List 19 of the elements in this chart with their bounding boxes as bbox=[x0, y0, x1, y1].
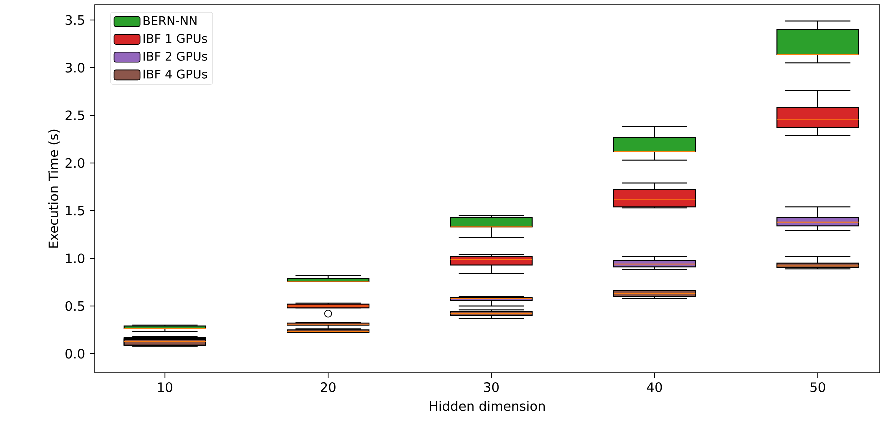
y-tick-label: 3.0 bbox=[66, 63, 85, 73]
y-tick-label: 0.0 bbox=[66, 349, 85, 359]
x-tick-label: 20 bbox=[321, 382, 336, 392]
y-tick-label: 3.5 bbox=[66, 15, 84, 26]
x-tick-label: 50 bbox=[810, 382, 826, 392]
legend-label: IBF 2 GPUs bbox=[144, 52, 208, 62]
y-tick-label: 0.5 bbox=[66, 301, 84, 312]
legend-label: BERN-NN bbox=[144, 16, 197, 26]
legend-label: IBF 1 GPUs bbox=[144, 34, 208, 44]
legend-label: IBF 4 GPUs bbox=[144, 70, 208, 79]
y-tick-label: 1.0 bbox=[66, 254, 85, 264]
y-tick-label: 2.0 bbox=[66, 158, 85, 168]
x-axis-title: Hidden dimension bbox=[430, 401, 545, 412]
y-axis-title: Execution Time (s) bbox=[48, 130, 60, 248]
y-tick-label: 2.5 bbox=[66, 110, 84, 120]
x-tick-label: 10 bbox=[158, 382, 173, 392]
x-tick-label: 30 bbox=[484, 382, 499, 392]
x-tick-label: 40 bbox=[647, 382, 662, 392]
y-tick-label: 1.5 bbox=[66, 206, 84, 216]
